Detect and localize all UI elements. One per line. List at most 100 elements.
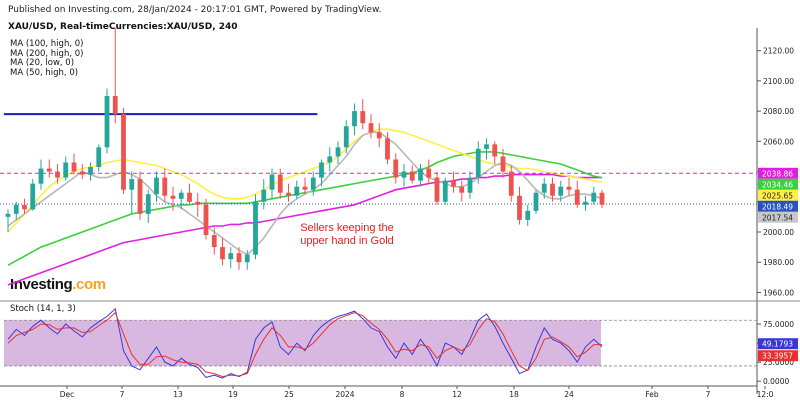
ma-legend: MA (100, high, 0) MA (200, high, 0) MA (… bbox=[10, 39, 84, 78]
candle-body bbox=[178, 192, 184, 199]
x-tick-label: Feb bbox=[645, 390, 659, 399]
x-tick-label: 7 bbox=[120, 390, 125, 399]
logo-text: Investing bbox=[10, 276, 73, 293]
price-label-text: 2018.49 bbox=[762, 202, 793, 211]
x-tick-label: 7 bbox=[706, 390, 711, 399]
candle-body bbox=[500, 156, 506, 172]
candle-body bbox=[426, 168, 432, 178]
candle-body bbox=[451, 180, 456, 187]
candle-body bbox=[154, 177, 159, 195]
candle-body bbox=[335, 147, 341, 157]
candle-body bbox=[376, 132, 382, 139]
candle-body bbox=[558, 186, 564, 196]
price-label-text: 2017.54 bbox=[762, 213, 793, 222]
candle-body bbox=[129, 179, 135, 190]
price-label-text: 2038.86 bbox=[762, 169, 793, 178]
candle-body bbox=[46, 168, 52, 172]
price-label-box bbox=[758, 200, 798, 212]
osc-tick-label: 0.0000 bbox=[763, 377, 789, 386]
price-label-text: 2025.65 bbox=[762, 191, 793, 200]
candle-body bbox=[459, 186, 465, 193]
candle-body bbox=[393, 159, 399, 178]
candle-body bbox=[277, 174, 283, 193]
time-axis: Dec 7 13 19 25 2024 8 12 18 24 Feb 7 12:0 bbox=[60, 386, 774, 399]
candle-body bbox=[22, 204, 27, 210]
candle-body bbox=[525, 210, 531, 220]
x-tick-label: 2024 bbox=[335, 390, 354, 399]
candle-body bbox=[294, 186, 300, 196]
candle-body bbox=[368, 123, 374, 133]
ma-legend-50: MA (50, high, 0) bbox=[10, 67, 79, 78]
candle-body bbox=[434, 177, 440, 202]
price-label-text: 2034.46 bbox=[762, 180, 793, 189]
candle-body bbox=[203, 204, 209, 236]
candle-body bbox=[517, 195, 522, 220]
candle-body bbox=[96, 147, 102, 168]
candle-body bbox=[352, 111, 357, 127]
y-tick-label: 1980.00 bbox=[763, 258, 794, 267]
candle-body bbox=[409, 171, 415, 181]
candles bbox=[5, 28, 605, 270]
candle-body bbox=[286, 192, 291, 196]
candle-body bbox=[145, 194, 151, 214]
candle-body bbox=[195, 201, 201, 205]
price-label-text: 49.1793 bbox=[762, 340, 793, 349]
candle-body bbox=[591, 192, 597, 202]
price-label-box bbox=[758, 350, 798, 362]
horizontal-lines bbox=[0, 113, 757, 205]
price-label-box bbox=[758, 189, 798, 201]
price-label-text: 33.3957 bbox=[762, 352, 793, 361]
x-tick-label: 19 bbox=[228, 390, 238, 399]
candle-body bbox=[533, 192, 539, 211]
candle-body bbox=[583, 201, 588, 205]
x-tick-label: 24 bbox=[564, 390, 574, 399]
candle-body bbox=[327, 156, 333, 163]
candle-body bbox=[541, 183, 547, 193]
y-tick-label: 2060.00 bbox=[763, 137, 794, 146]
candle-body bbox=[574, 189, 580, 205]
stoch-label: Stoch (14, 1, 3) bbox=[10, 304, 76, 314]
x-tick-label: 12 bbox=[452, 390, 462, 399]
candle-body bbox=[121, 114, 126, 190]
candle-body bbox=[63, 162, 69, 178]
price-label-box bbox=[758, 338, 798, 350]
x-tick-label: 18 bbox=[509, 390, 519, 399]
candle-body bbox=[137, 179, 143, 214]
candle-body bbox=[566, 186, 572, 190]
candle-body bbox=[211, 235, 217, 248]
candle-body bbox=[319, 162, 324, 178]
candle-body bbox=[310, 177, 316, 190]
price-label-box bbox=[758, 167, 798, 179]
y-tick-label: 1960.00 bbox=[763, 288, 794, 297]
candle-body bbox=[5, 213, 11, 217]
ma-line bbox=[7, 151, 603, 266]
candle-body bbox=[385, 138, 390, 160]
logo-dot: .com bbox=[72, 276, 106, 293]
price-labels: 2038.86 2034.46 2025.65 2018.49 2017.54 49.17… bbox=[758, 167, 798, 362]
ma-legend-100: MA (100, high, 0) bbox=[10, 39, 84, 49]
candle-body bbox=[170, 195, 176, 199]
candle-body bbox=[71, 162, 77, 172]
stoch-lines bbox=[7, 307, 603, 379]
x-tick-label: 8 bbox=[400, 390, 405, 399]
candle-body bbox=[38, 168, 44, 184]
candle-body bbox=[104, 96, 110, 148]
candle-body bbox=[187, 192, 192, 202]
candle-body bbox=[442, 180, 448, 202]
candle-body bbox=[360, 111, 366, 124]
candle-body bbox=[253, 201, 258, 255]
stoch-line bbox=[7, 311, 602, 378]
candle-body bbox=[467, 177, 473, 193]
y-tick-label: 2080.00 bbox=[763, 107, 794, 116]
y-tick-label: 2100.00 bbox=[763, 77, 794, 86]
candle-body bbox=[55, 171, 60, 178]
candle-body bbox=[220, 247, 225, 260]
symbol-title: XAU/USD, Real-timeCurrencies:XAU/USD, 24… bbox=[8, 22, 238, 32]
x-tick-label: 12:0 bbox=[757, 390, 774, 399]
candle-body bbox=[550, 183, 555, 196]
osc-tick-label: 75.0000 bbox=[763, 320, 794, 329]
candle-body bbox=[508, 171, 514, 196]
candle-body bbox=[269, 174, 275, 190]
x-tick-label: 25 bbox=[284, 390, 294, 399]
